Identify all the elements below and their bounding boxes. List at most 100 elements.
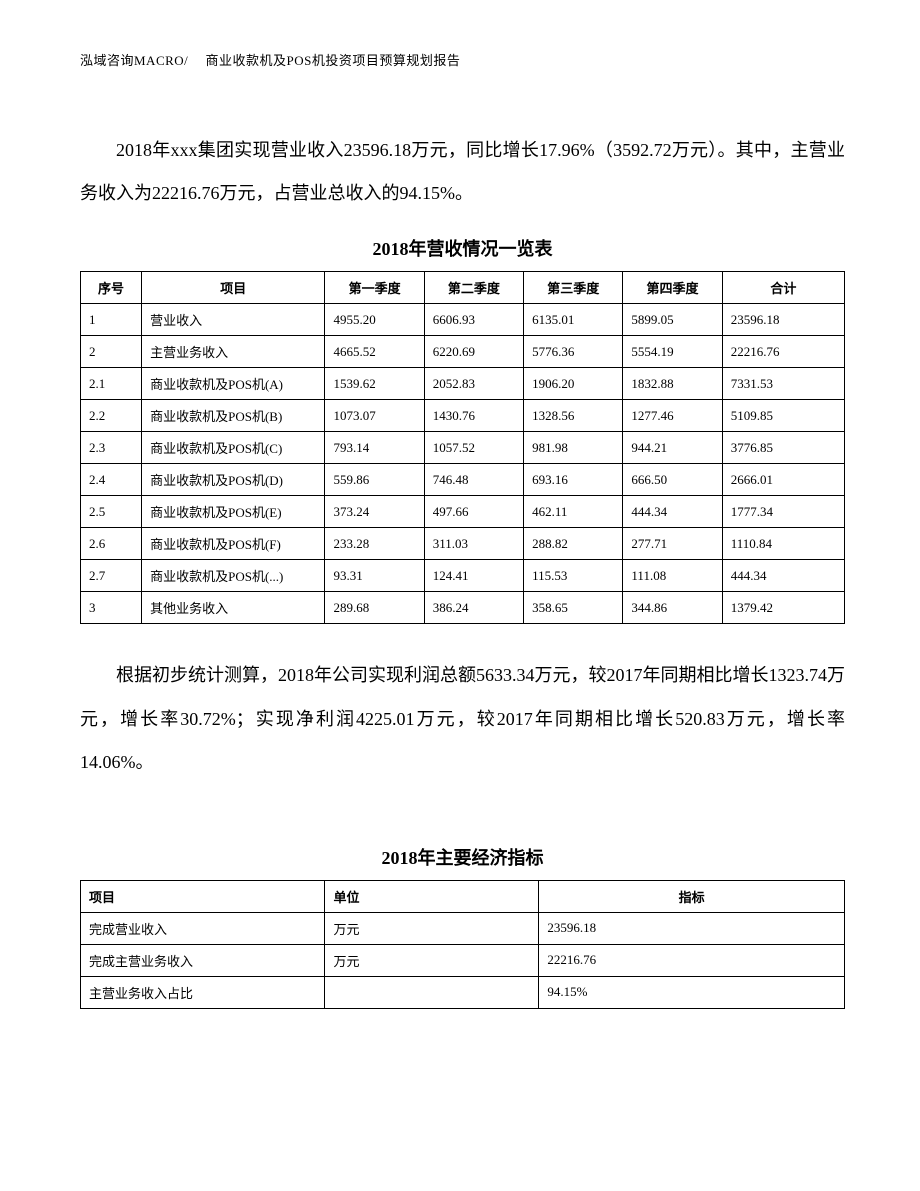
table-cell: 1057.52: [424, 432, 523, 464]
table2-body: 完成营业收入万元23596.18完成主营业务收入万元22216.76主营业务收入…: [81, 912, 845, 1008]
table-cell: 1430.76: [424, 400, 523, 432]
table-row: 3其他业务收入289.68386.24358.65344.861379.42: [81, 592, 845, 624]
table-cell: 2666.01: [722, 464, 844, 496]
table-cell: 2.1: [81, 368, 142, 400]
table-cell: 666.50: [623, 464, 722, 496]
table-cell: 497.66: [424, 496, 523, 528]
table-cell: 2.3: [81, 432, 142, 464]
table-cell: 商业收款机及POS机(E): [142, 496, 325, 528]
table-cell: 358.65: [524, 592, 623, 624]
table-cell: 4955.20: [325, 304, 424, 336]
table-cell: 373.24: [325, 496, 424, 528]
table-cell: 288.82: [524, 528, 623, 560]
table-cell: 商业收款机及POS机(B): [142, 400, 325, 432]
paragraph-2: 根据初步统计测算，2018年公司实现利润总额5633.34万元，较2017年同期…: [80, 654, 845, 784]
table-row: 2.4商业收款机及POS机(D)559.86746.48693.16666.50…: [81, 464, 845, 496]
table-cell: 1328.56: [524, 400, 623, 432]
table-cell: 2.7: [81, 560, 142, 592]
table-cell: 4665.52: [325, 336, 424, 368]
table-cell: 944.21: [623, 432, 722, 464]
table-cell: 1832.88: [623, 368, 722, 400]
table-cell: 693.16: [524, 464, 623, 496]
page-header: 泓域咨询MACRO/ 商业收款机及POS机投资项目预算规划报告: [80, 50, 845, 69]
table-cell: 商业收款机及POS机(C): [142, 432, 325, 464]
table-cell: 311.03: [424, 528, 523, 560]
table-cell: 462.11: [524, 496, 623, 528]
table-cell: 营业收入: [142, 304, 325, 336]
table-row: 完成主营业务收入万元22216.76: [81, 944, 845, 976]
col-q1: 第一季度: [325, 272, 424, 304]
table-cell: 1110.84: [722, 528, 844, 560]
table-row: 完成营业收入万元23596.18: [81, 912, 845, 944]
table-cell: 2: [81, 336, 142, 368]
table-cell: 793.14: [325, 432, 424, 464]
table-row: 2.7商业收款机及POS机(...)93.31124.41115.53111.0…: [81, 560, 845, 592]
table-cell: 2.6: [81, 528, 142, 560]
table-cell: 94.15%: [539, 976, 845, 1008]
col-unit: 单位: [325, 880, 539, 912]
table-cell: 主营业务收入: [142, 336, 325, 368]
table-cell: 5109.85: [722, 400, 844, 432]
table-cell: 商业收款机及POS机(A): [142, 368, 325, 400]
table2-title: 2018年主要经济指标: [80, 844, 845, 870]
table-cell: 2.5: [81, 496, 142, 528]
table-cell: 386.24: [424, 592, 523, 624]
table-cell: 1073.07: [325, 400, 424, 432]
table-cell: 6606.93: [424, 304, 523, 336]
table-cell: 93.31: [325, 560, 424, 592]
table-cell: 完成主营业务收入: [81, 944, 325, 976]
table-cell: 5899.05: [623, 304, 722, 336]
table-cell: 444.34: [623, 496, 722, 528]
table-row: 2.2商业收款机及POS机(B)1073.071430.761328.56127…: [81, 400, 845, 432]
col-q4: 第四季度: [623, 272, 722, 304]
table-cell: 444.34: [722, 560, 844, 592]
table-cell: 277.71: [623, 528, 722, 560]
table-cell: 115.53: [524, 560, 623, 592]
table-cell: [325, 976, 539, 1008]
table-row: 2.1商业收款机及POS机(A)1539.622052.831906.20183…: [81, 368, 845, 400]
table-cell: 344.86: [623, 592, 722, 624]
table1-body: 1营业收入4955.206606.936135.015899.0523596.1…: [81, 304, 845, 624]
table-cell: 1379.42: [722, 592, 844, 624]
table-cell: 111.08: [623, 560, 722, 592]
table-row: 2.6商业收款机及POS机(F)233.28311.03288.82277.71…: [81, 528, 845, 560]
table-cell: 主营业务收入占比: [81, 976, 325, 1008]
table-cell: 22216.76: [539, 944, 845, 976]
table-header-row: 序号 项目 第一季度 第二季度 第三季度 第四季度 合计: [81, 272, 845, 304]
revenue-table: 序号 项目 第一季度 第二季度 第三季度 第四季度 合计 1营业收入4955.2…: [80, 271, 845, 624]
table-cell: 1: [81, 304, 142, 336]
paragraph-1: 2018年xxx集团实现营业收入23596.18万元，同比增长17.96%（35…: [80, 129, 845, 215]
table-cell: 559.86: [325, 464, 424, 496]
table-cell: 22216.76: [722, 336, 844, 368]
col-q3: 第三季度: [524, 272, 623, 304]
table-cell: 其他业务收入: [142, 592, 325, 624]
col-item: 项目: [81, 880, 325, 912]
table-cell: 289.68: [325, 592, 424, 624]
table-cell: 5554.19: [623, 336, 722, 368]
table-cell: 1539.62: [325, 368, 424, 400]
table-cell: 233.28: [325, 528, 424, 560]
table-cell: 7331.53: [722, 368, 844, 400]
document-page: 泓域咨询MACRO/ 商业收款机及POS机投资项目预算规划报告 2018年xxx…: [0, 0, 920, 1069]
col-index: 序号: [81, 272, 142, 304]
table-cell: 3776.85: [722, 432, 844, 464]
table-row: 2主营业务收入4665.526220.695776.365554.1922216…: [81, 336, 845, 368]
table-cell: 万元: [325, 912, 539, 944]
table-cell: 商业收款机及POS机(...): [142, 560, 325, 592]
table-cell: 2.4: [81, 464, 142, 496]
table-cell: 3: [81, 592, 142, 624]
table-cell: 1906.20: [524, 368, 623, 400]
table-cell: 6220.69: [424, 336, 523, 368]
table-cell: 6135.01: [524, 304, 623, 336]
table-header-row: 项目 单位 指标: [81, 880, 845, 912]
col-q2: 第二季度: [424, 272, 523, 304]
table-row: 1营业收入4955.206606.936135.015899.0523596.1…: [81, 304, 845, 336]
table-cell: 商业收款机及POS机(D): [142, 464, 325, 496]
table-cell: 981.98: [524, 432, 623, 464]
table-cell: 5776.36: [524, 336, 623, 368]
table-cell: 完成营业收入: [81, 912, 325, 944]
table-cell: 2052.83: [424, 368, 523, 400]
table-row: 主营业务收入占比 94.15%: [81, 976, 845, 1008]
col-total: 合计: [722, 272, 844, 304]
table-cell: 746.48: [424, 464, 523, 496]
